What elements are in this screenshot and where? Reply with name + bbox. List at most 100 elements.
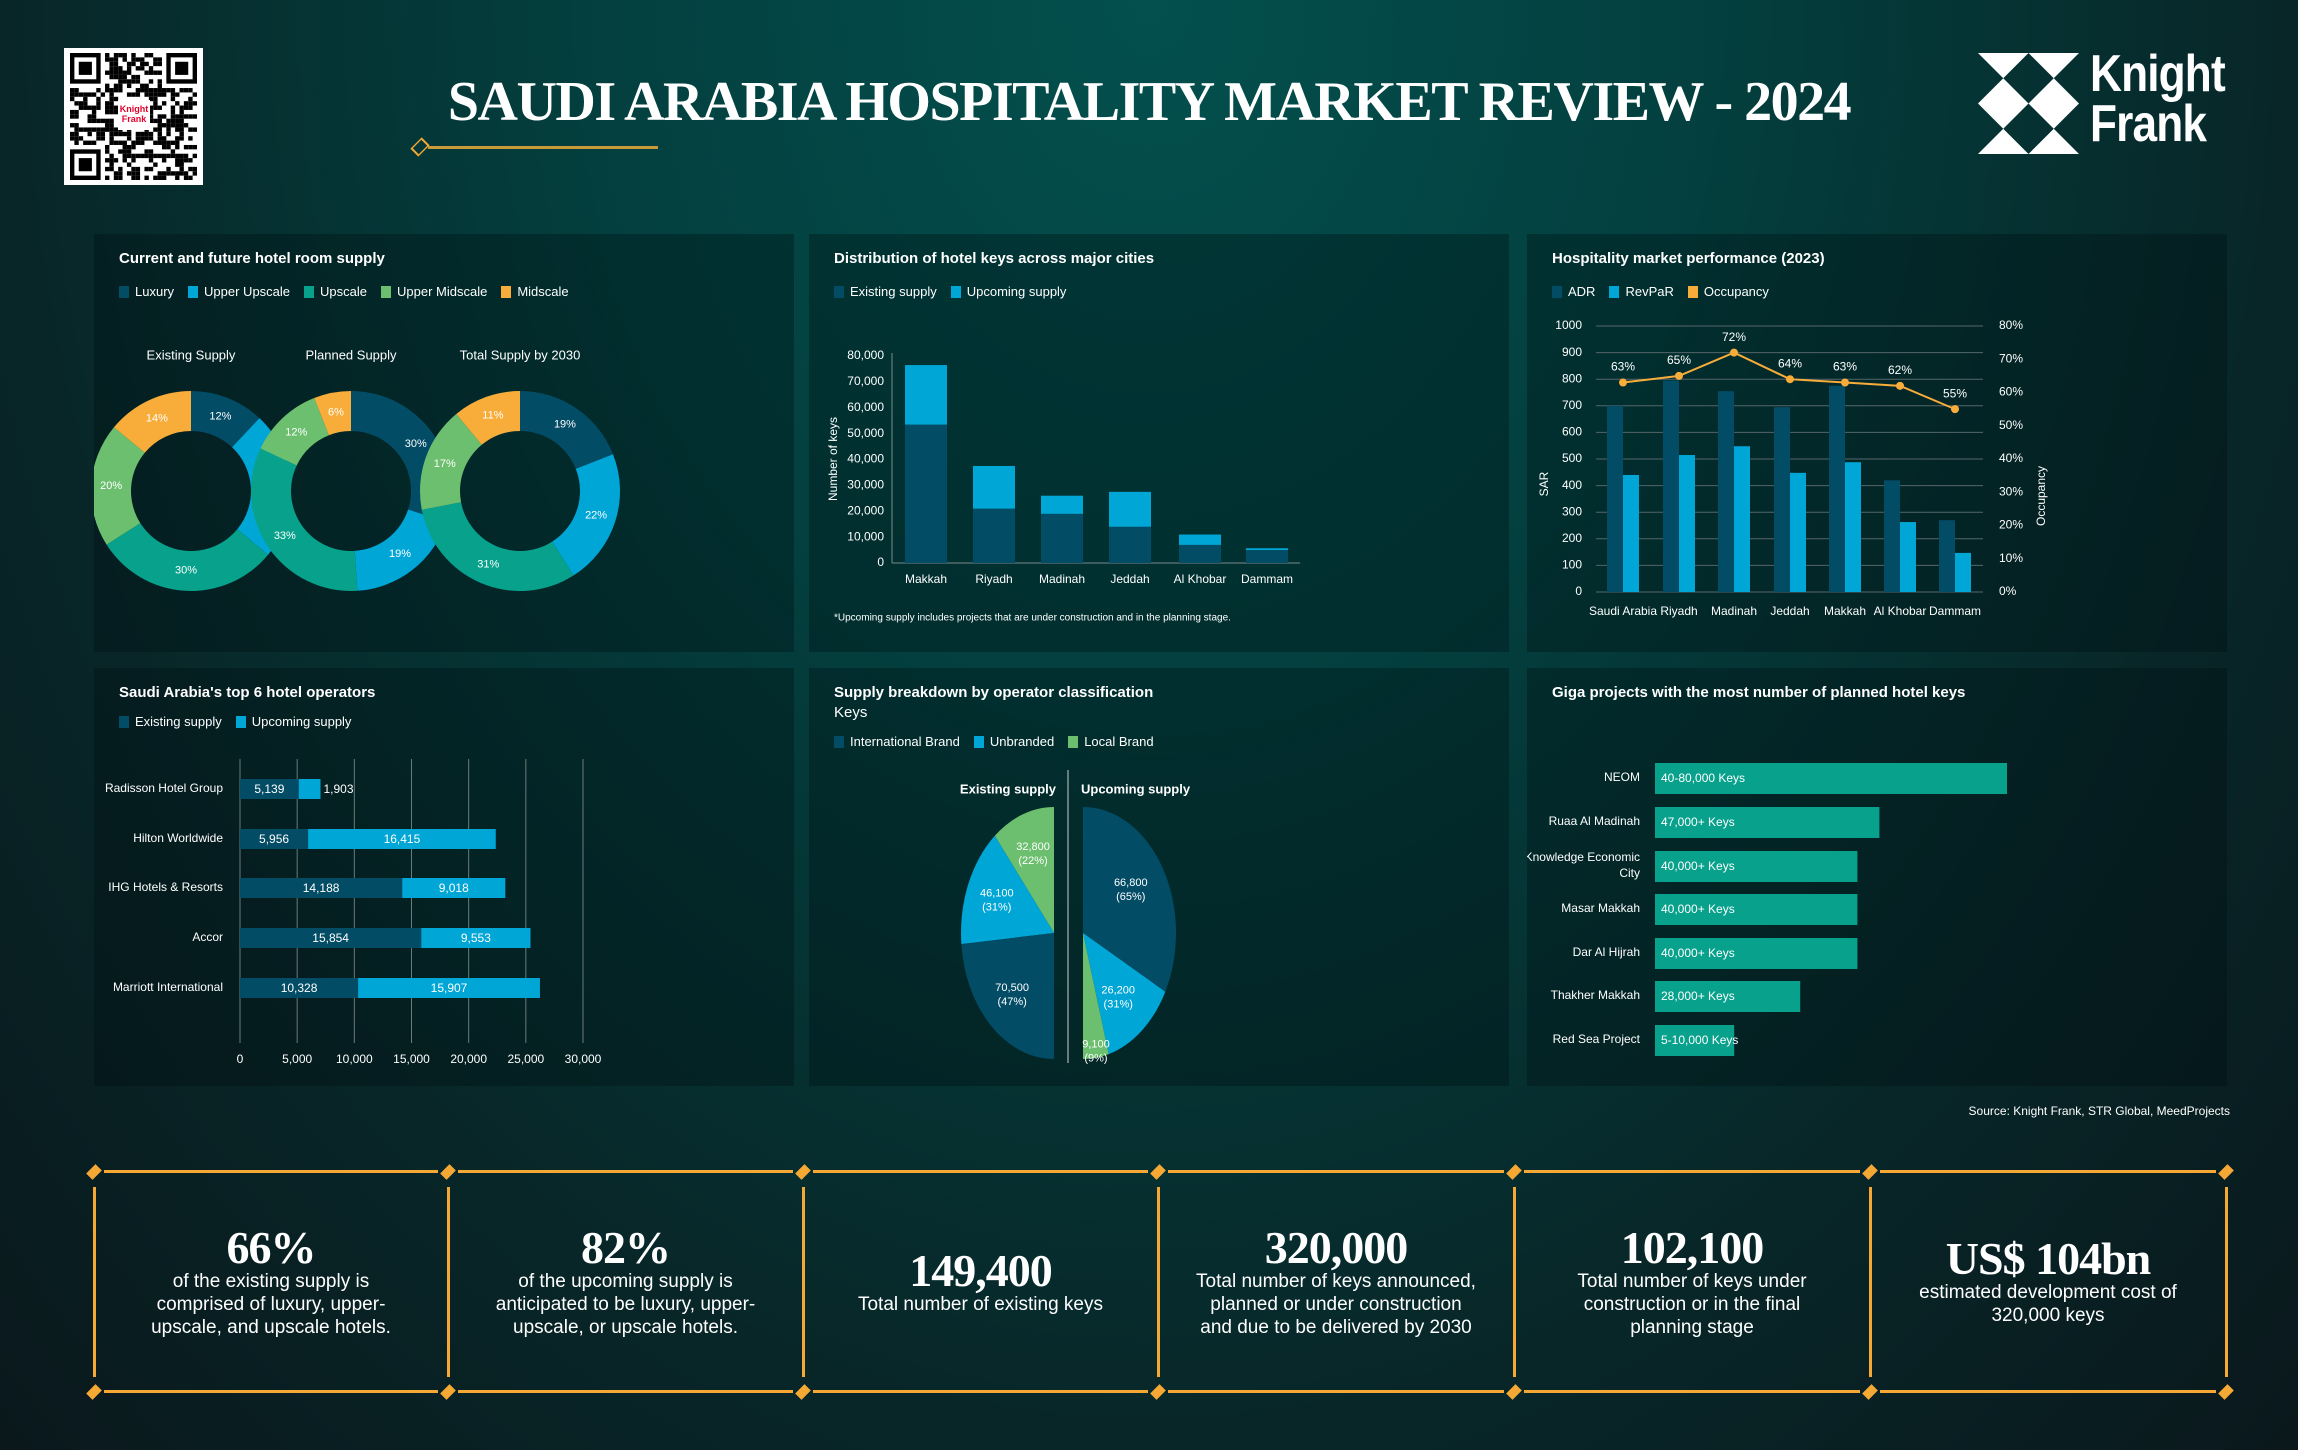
bar-upcoming <box>308 829 496 849</box>
qr-module <box>175 101 180 106</box>
qr-module <box>170 88 176 93</box>
diamond-ornament <box>795 1384 811 1400</box>
qr-module <box>157 92 162 97</box>
qr-module <box>105 109 110 115</box>
qr-module <box>87 140 92 145</box>
donut-slice-label: 11% <box>482 410 503 422</box>
stat-card: US$ 104bn estimated development cost of 3… <box>1870 1187 2226 1377</box>
qr-module <box>70 131 75 137</box>
qr-module <box>105 149 110 154</box>
qr-module <box>144 88 149 93</box>
source-note: Source: Knight Frank, STR Global, MeedPr… <box>1968 1104 2230 1118</box>
qr-module <box>131 158 136 163</box>
bar-existing <box>1246 550 1288 563</box>
border-line <box>1524 1170 1860 1173</box>
occupancy-point <box>1896 381 1904 390</box>
qr-module <box>83 92 88 97</box>
legend-swatch <box>235 715 246 728</box>
qr-module <box>109 158 114 163</box>
donut-title: Existing Supply <box>147 347 236 362</box>
legend-swatch <box>1552 285 1562 298</box>
qr-module <box>179 114 184 119</box>
qr-module <box>166 166 171 172</box>
project-bar <box>1655 938 1858 969</box>
pie-slice <box>961 835 1054 945</box>
qr-module <box>183 123 189 128</box>
qr-module <box>74 140 79 145</box>
qr-module <box>153 127 158 132</box>
y-tick-label: 30,000 <box>847 478 884 492</box>
pie-slice <box>1083 933 1166 1055</box>
y-tick-label: 200 <box>1562 531 1582 545</box>
qr-module <box>170 171 176 176</box>
legend-label: Existing supply <box>850 284 937 299</box>
qr-code[interactable] <box>64 48 203 185</box>
chart-legend: International Brand Unbranded Local Brand <box>834 734 1154 749</box>
qr-module <box>188 96 193 102</box>
qr-module <box>131 79 136 84</box>
qr-module <box>131 153 136 159</box>
divider-line <box>1513 1187 1516 1377</box>
qr-module <box>140 131 145 137</box>
x-tick-label: Madinah <box>1039 572 1085 586</box>
room-supply-panel: Current and future hotel room supply Exis… <box>94 234 794 652</box>
qr-module <box>148 136 154 141</box>
qr-module <box>157 140 162 145</box>
pie-value-label: 70,500 <box>995 982 1029 994</box>
qr-module <box>113 158 119 163</box>
stat-description: of the existing supply is comprised of l… <box>151 1270 391 1338</box>
qr-module <box>183 144 189 150</box>
qr-module <box>91 105 97 110</box>
qr-module <box>188 88 193 93</box>
bar-value-label: 15,907 <box>431 981 468 995</box>
diamond-ornament <box>1150 1164 1166 1180</box>
y-tick-label: 50,000 <box>847 426 884 440</box>
qr-module <box>118 74 123 80</box>
qr-module <box>157 127 162 132</box>
qr-module <box>122 70 127 75</box>
qr-module <box>144 131 149 137</box>
qr-module <box>131 140 136 145</box>
qr-module <box>183 88 189 93</box>
bar-revpar <box>1623 474 1639 592</box>
qr-module <box>188 166 193 172</box>
legend-item: Occupancy <box>1687 284 1769 299</box>
pie-value-label: 66,800 <box>1114 877 1148 889</box>
y-tick-label: 600 <box>1562 425 1582 439</box>
chart-legend: Existing supply Upcoming supply <box>119 714 351 729</box>
qr-module <box>109 118 114 124</box>
donut-slice-label: 12% <box>285 427 307 439</box>
chart-legend: ADR RevPaR Occupancy <box>1552 284 1769 299</box>
occupancy-point <box>1951 405 1959 414</box>
stat-value: 82% <box>581 1221 671 1273</box>
qr-module <box>109 57 114 62</box>
donut-title: Total Supply by 2030 <box>460 347 581 362</box>
pie-slice <box>1083 807 1176 992</box>
chart-svg: 0 5,000 10,000 15,000 20,000 25,000 30,000 Radi… <box>105 759 602 1066</box>
border-line <box>104 1390 438 1393</box>
donut-title: Planned Supply <box>305 347 397 362</box>
qr-module <box>188 144 193 150</box>
qr-module <box>100 136 106 141</box>
project-bar-label: 40,000+ Keys <box>1661 859 1735 873</box>
qr-module <box>157 79 162 84</box>
logo-wordmark: Knight Frank <box>2090 48 2226 150</box>
x-tick-label: Jeddah <box>1770 604 1809 618</box>
bar-revpar <box>1900 522 1916 592</box>
pie-value-label: 9,100 <box>1082 1038 1110 1050</box>
qr-module <box>96 118 101 124</box>
y-tick-label: 70,000 <box>847 374 884 388</box>
qr-module <box>188 105 193 110</box>
giga-projects-panel: Giga projects with the most number of pl… <box>1527 668 2227 1086</box>
qr-module <box>144 166 149 172</box>
qr-module <box>74 136 79 141</box>
qr-module <box>105 127 110 132</box>
bar-value-label: 10,328 <box>281 981 318 995</box>
qr-module <box>109 70 114 75</box>
y2-tick-label: 50% <box>1999 418 2023 432</box>
qr-module <box>161 92 167 97</box>
bar-upcoming <box>905 365 947 425</box>
qr-module <box>153 105 158 110</box>
qr-module <box>192 166 197 172</box>
qr-module <box>118 171 123 176</box>
